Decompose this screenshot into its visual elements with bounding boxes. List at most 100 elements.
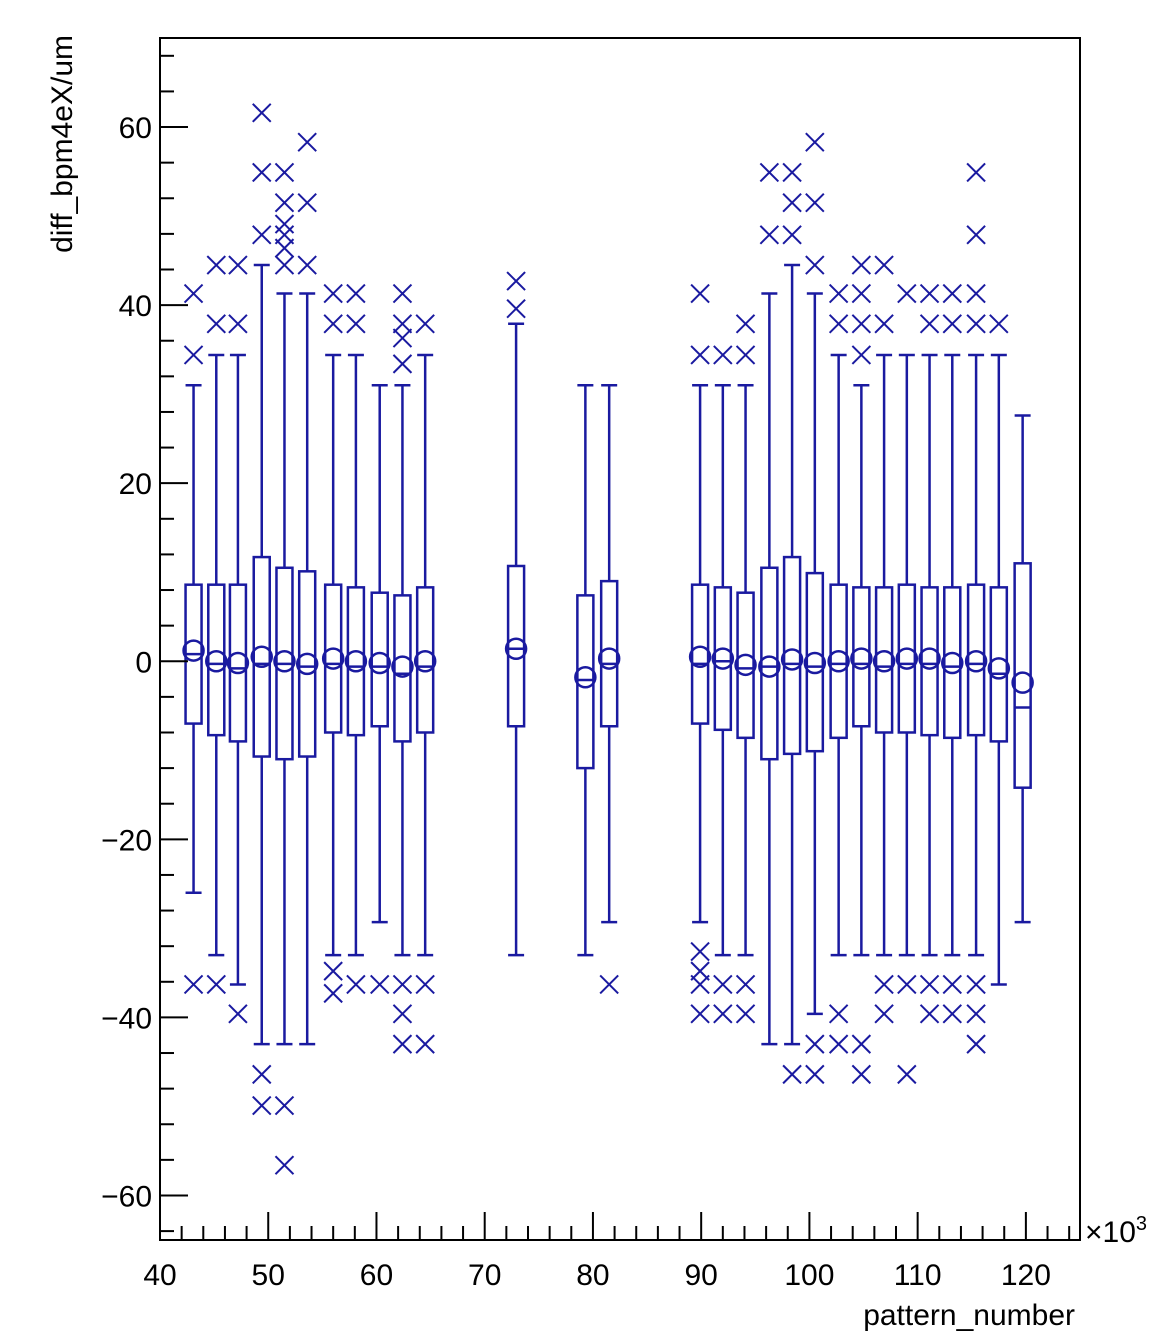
outlier-stroke	[252, 1095, 272, 1116]
outlier-marker	[690, 1004, 710, 1024]
outlier-marker	[392, 314, 413, 334]
outlier-marker	[297, 255, 317, 275]
outlier-stroke	[851, 255, 872, 275]
outlier-marker	[690, 974, 710, 995]
y-tick-label: 20	[119, 468, 152, 501]
outlier-marker	[228, 1004, 248, 1024]
box-group	[941, 283, 964, 1024]
outlier-marker	[274, 214, 295, 234]
outlier-stroke	[323, 283, 343, 304]
iqr-box	[346, 586, 366, 737]
iqr-box	[228, 583, 248, 743]
outlier-stroke	[735, 974, 756, 995]
outlier-stroke	[690, 1004, 710, 1024]
outlier-marker	[297, 132, 317, 152]
x-tick-label: 120	[1001, 1259, 1051, 1292]
iqr-box	[760, 566, 779, 761]
outlier-marker	[874, 314, 894, 334]
outlier-stroke	[392, 283, 413, 304]
box-group	[226, 255, 250, 1024]
outlier-marker	[506, 298, 526, 319]
outlier-stroke	[690, 283, 710, 304]
outlier-marker	[370, 974, 390, 995]
outlier-stroke	[323, 983, 343, 1004]
outlier-marker	[805, 1064, 825, 1085]
outlier-marker	[735, 974, 756, 995]
iqr-box	[920, 586, 939, 737]
outlier-marker	[252, 225, 272, 245]
outlier-marker	[989, 314, 1009, 334]
outlier-marker	[828, 283, 849, 304]
outlier-stroke	[919, 1004, 940, 1024]
outlier-stroke	[346, 314, 366, 334]
outlier-stroke	[966, 314, 986, 334]
outlier-marker	[828, 314, 849, 334]
outlier-stroke	[274, 1155, 295, 1175]
iqr-box	[874, 586, 894, 734]
iqr-box	[252, 555, 271, 758]
outlier-marker	[942, 974, 962, 995]
outlier-stroke	[966, 1004, 986, 1024]
outlier-stroke	[252, 225, 272, 245]
outlier-marker	[919, 283, 940, 304]
outlier-stroke	[828, 1034, 849, 1054]
box-group	[273, 162, 296, 1175]
outlier-stroke	[297, 255, 317, 275]
box-group	[688, 283, 712, 1024]
iqr-box	[576, 594, 595, 770]
outlier-marker	[252, 103, 272, 123]
outlier-marker	[897, 1064, 917, 1085]
outlier-marker	[206, 314, 226, 334]
outlier-marker	[274, 193, 295, 213]
outlier-marker	[966, 162, 986, 183]
outlier-stroke	[874, 255, 894, 275]
outlier-marker	[966, 1004, 986, 1024]
outlier-marker	[966, 283, 986, 304]
outlier-marker	[851, 314, 872, 334]
outlier-marker	[206, 255, 226, 275]
mean-marker	[226, 651, 250, 675]
outlier-stroke	[805, 1064, 825, 1085]
outlier-marker	[735, 345, 756, 365]
outlier-marker	[851, 345, 872, 365]
outlier-stroke	[252, 1064, 272, 1085]
outlier-marker	[506, 271, 526, 291]
outlier-marker	[274, 238, 295, 258]
box-group	[850, 255, 873, 1085]
outlier-stroke	[713, 345, 733, 365]
outlier-marker	[392, 283, 413, 304]
outlier-stroke	[713, 1004, 733, 1024]
x-tick-label: 80	[576, 1259, 609, 1292]
x-tick-label: 50	[252, 1259, 285, 1292]
outlier-stroke	[252, 103, 272, 123]
outlier-marker	[851, 1034, 872, 1054]
outlier-marker	[966, 314, 986, 334]
outlier-marker	[759, 225, 780, 245]
box-group	[711, 345, 735, 1024]
outlier-stroke	[323, 961, 343, 981]
outlier-marker	[713, 1004, 733, 1024]
outlier-stroke	[183, 345, 204, 365]
mean-marker	[1011, 671, 1034, 694]
outlier-stroke	[919, 314, 940, 334]
outlier-stroke	[966, 162, 986, 183]
box-group	[734, 314, 757, 1024]
iqr-box	[297, 570, 317, 758]
outlier-stroke	[690, 974, 710, 995]
outlier-stroke	[851, 1064, 872, 1085]
outlier-marker	[183, 974, 204, 995]
outlier-marker	[851, 283, 872, 304]
outlier-stroke	[346, 283, 366, 304]
mean-marker	[368, 651, 391, 675]
mean-marker	[803, 651, 827, 675]
outlier-marker	[851, 255, 872, 275]
outlier-stroke	[506, 298, 526, 319]
outlier-stroke	[989, 314, 1009, 334]
mean-marker	[295, 652, 319, 676]
outlier-stroke	[966, 1034, 986, 1054]
iqr-box	[829, 583, 848, 740]
outlier-stroke	[735, 314, 756, 334]
outlier-stroke	[690, 941, 710, 962]
outlier-marker	[323, 983, 343, 1004]
